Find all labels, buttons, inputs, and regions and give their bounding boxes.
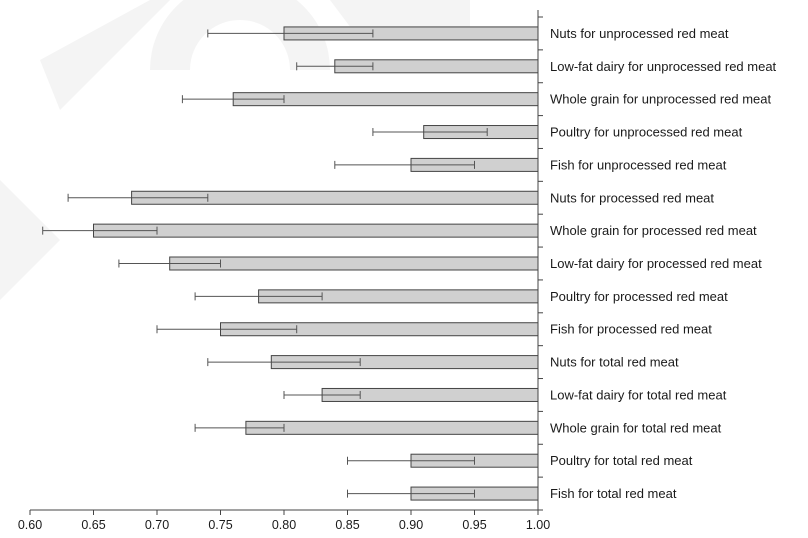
x-tick-label: 0.95 bbox=[462, 518, 486, 532]
category-label: Poultry for unprocessed red meat bbox=[550, 125, 743, 140]
category-label: Nuts for processed red meat bbox=[550, 190, 714, 205]
x-tick-label: 0.90 bbox=[399, 518, 423, 532]
x-tick-label: 0.70 bbox=[145, 518, 169, 532]
category-label: Whole grain for unprocessed red meat bbox=[550, 92, 772, 107]
category-label: Low-fat dairy for processed red meat bbox=[550, 256, 762, 271]
x-tick-label: 0.80 bbox=[272, 518, 296, 532]
x-tick-label: 1.00 bbox=[526, 518, 550, 532]
category-label: Poultry for processed red meat bbox=[550, 289, 728, 304]
labels-layer: Nuts for unprocessed red meat Low-fat dai… bbox=[18, 26, 777, 532]
x-tick-label: 0.65 bbox=[81, 518, 105, 532]
category-label: Fish for processed red meat bbox=[550, 322, 712, 337]
category-label: Whole grain for total red meat bbox=[550, 420, 722, 435]
category-label: Nuts for total red meat bbox=[550, 355, 679, 370]
axes-layer bbox=[29, 10, 543, 515]
x-tick-label: 0.60 bbox=[18, 518, 42, 532]
category-label: Fish for total red meat bbox=[550, 486, 677, 501]
category-label: Whole grain for processed red meat bbox=[550, 223, 757, 238]
x-tick-label: 0.75 bbox=[208, 518, 232, 532]
category-label: Low-fat dairy for unprocessed red meat bbox=[550, 59, 777, 74]
category-label: Nuts for unprocessed red meat bbox=[550, 26, 729, 41]
bars-layer bbox=[42, 26, 539, 501]
x-tick-label: 0.85 bbox=[335, 518, 359, 532]
category-label: Fish for unprocessed red meat bbox=[550, 157, 727, 172]
bar bbox=[93, 223, 539, 238]
bar bbox=[245, 420, 539, 435]
category-label: Low-fat dairy for total red meat bbox=[550, 387, 727, 402]
bar bbox=[169, 256, 539, 271]
category-label: Poultry for total red meat bbox=[550, 453, 693, 468]
